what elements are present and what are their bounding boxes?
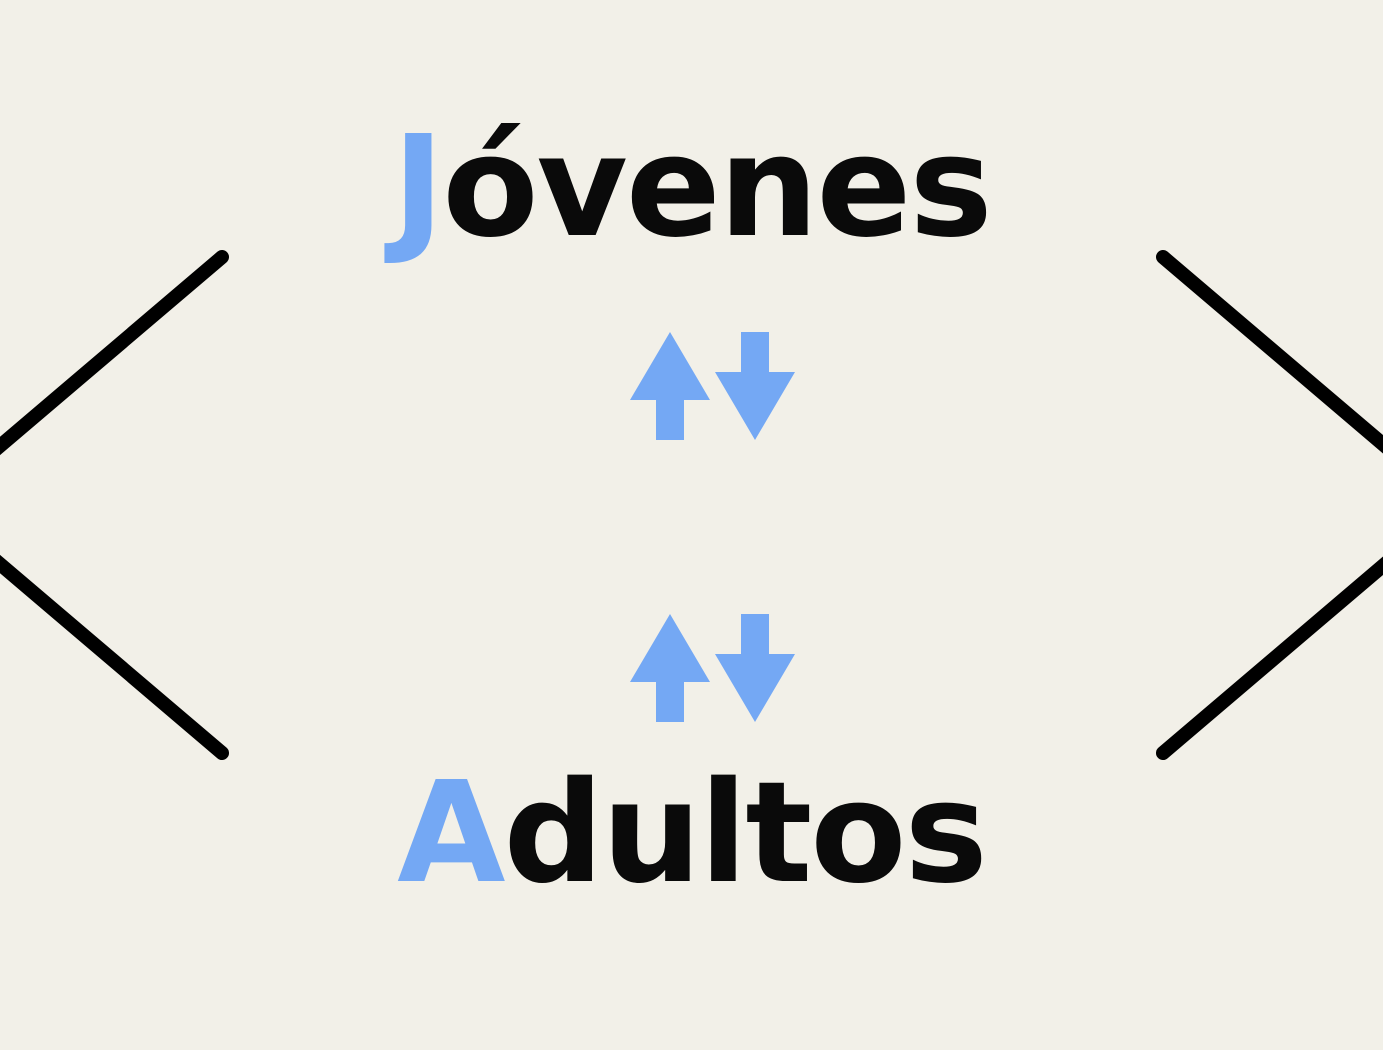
right-angle-bracket-icon	[1156, 250, 1383, 760]
down-arrow-icon	[715, 614, 795, 722]
word-adultos-initial: A	[397, 752, 505, 915]
up-down-arrows-icon	[630, 614, 795, 722]
word-adultos: Adultos	[0, 764, 1383, 904]
word-adultos-rest: dultos	[503, 752, 988, 915]
word-jovenes-initial: J	[392, 106, 444, 269]
word-jovenes: Jóvenes	[0, 118, 1383, 258]
down-arrow-icon	[715, 332, 795, 440]
left-bracket-lower-line	[0, 554, 229, 760]
left-bracket-upper-line	[0, 250, 229, 456]
up-arrow-icon	[630, 332, 710, 440]
up-arrow-icon	[630, 614, 710, 722]
up-down-arrows-icon	[630, 332, 795, 440]
right-bracket-upper-line	[1156, 250, 1383, 454]
word-jovenes-rest: óvenes	[442, 106, 992, 269]
right-bracket-lower-line	[1156, 556, 1383, 760]
left-angle-bracket-icon	[0, 250, 229, 760]
